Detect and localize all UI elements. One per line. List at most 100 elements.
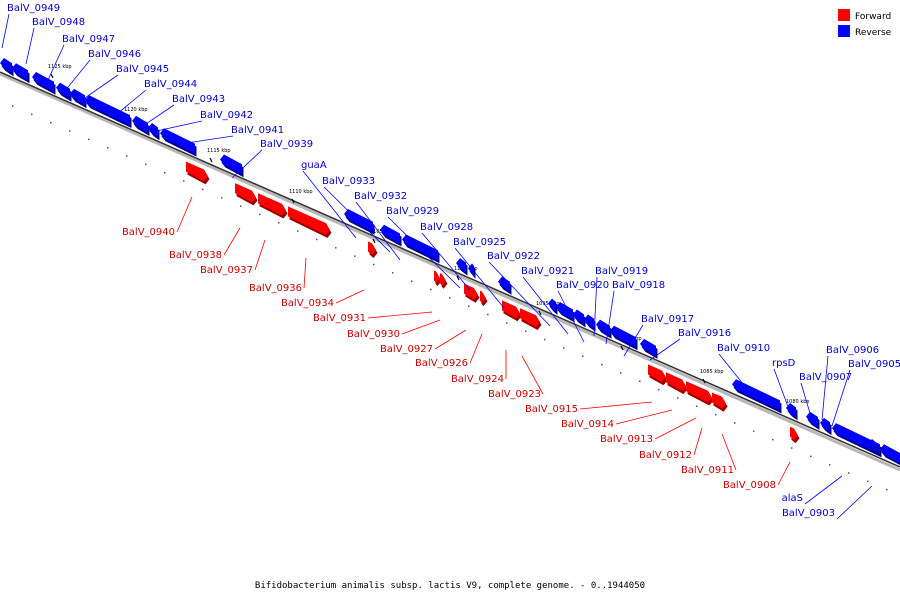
gene-balv-0949-label: BalV_0949 — [7, 3, 60, 14]
gene-balv-0907-label: BalV_0907 — [799, 372, 852, 383]
gene-balv-0921 — [556, 302, 575, 323]
gene-balv-0931-leader — [367, 311, 433, 319]
minor-tick — [487, 313, 489, 316]
minor-tick — [50, 121, 52, 124]
gene-balv-0942-body — [148, 122, 158, 138]
gene-balv-0932-body — [402, 234, 438, 261]
kbp-tick-label: 1085 kbp — [700, 369, 724, 375]
gene-balv-0928-label: BalV_0928 — [420, 222, 473, 233]
minor-tick — [867, 480, 869, 483]
gene-balv-0936-body — [288, 206, 330, 235]
gene-balv-0943-leader — [139, 104, 175, 129]
minor-tick — [677, 397, 679, 399]
gene-balv-0940 — [186, 161, 210, 185]
gene-balv-0913-body — [686, 381, 712, 403]
gene-balv-0943-body — [132, 115, 148, 133]
gene-balv-0906-label: BalV_0906 — [826, 345, 879, 356]
gene-balv-0933-body — [380, 224, 400, 244]
kbp-tick-label: 1110 kbp — [289, 189, 313, 195]
gene-balv-0946 — [56, 82, 72, 102]
gene-balv-0914-leader — [615, 409, 673, 425]
gene-balv-0921-body — [556, 302, 573, 320]
minor-tick — [221, 197, 223, 199]
minor-tick — [525, 330, 527, 332]
kbp-tick-mark — [456, 275, 460, 281]
gene-balv-0945-label: BalV_0945 — [116, 64, 169, 75]
gene-balv-0934-body — [368, 241, 376, 256]
gene-balv-0920-leader — [557, 290, 585, 343]
kbp-tick-mark — [372, 238, 376, 244]
gene-balv-0938-label: BalV_0938 — [169, 250, 222, 261]
gene-rpsd — [786, 402, 798, 421]
gene-balv-0926-label: BalV_0926 — [415, 358, 468, 369]
gene-balv-0947-body — [32, 72, 54, 92]
axis-shadow — [0, 72, 900, 472]
gene-balv-0919-body — [584, 314, 594, 329]
gene-balv-0927-leader — [434, 329, 467, 350]
gene-balv-0925-leader — [454, 247, 505, 309]
gene-balv-0925-label: BalV_0925 — [453, 237, 506, 248]
gene-balv-0947-leader — [47, 44, 65, 81]
gene-balv-0938-leader — [223, 227, 241, 256]
gene-balv-0914 — [666, 372, 688, 395]
kbp-tick-mark — [620, 345, 624, 351]
gene-balv-0945-leader — [81, 74, 119, 101]
gene-balv-0916 — [640, 338, 658, 359]
gene-balv-0928-leader — [421, 232, 471, 291]
gene-balv-0913-label: BalV_0913 — [600, 434, 653, 445]
minor-tick — [107, 146, 109, 149]
gene-balv-0921-label: BalV_0921 — [521, 266, 574, 277]
gene-balv-0930-label: BalV_0930 — [347, 329, 400, 340]
minor-tick — [164, 171, 166, 174]
gene-balv-0908-leader — [777, 461, 791, 486]
gene-balv-0918 — [596, 319, 612, 339]
gene-balv-0906-body — [820, 417, 830, 433]
minor-tick — [620, 372, 622, 374]
gene-balv-0906-leader — [821, 355, 829, 421]
gene-balv-0932-leader — [355, 201, 401, 261]
minor-tick — [12, 105, 14, 107]
gene-balv-0936-label: BalV_0936 — [249, 283, 302, 294]
gene-balv-0949 — [0, 58, 14, 77]
gene-rpsd-body — [786, 402, 796, 418]
gene-balv-0933-label: BalV_0933 — [322, 176, 375, 187]
minor-tick — [810, 455, 812, 458]
gene-balv-0917-body — [610, 325, 636, 348]
gene-balv-0948-body — [12, 63, 28, 81]
gene-alas-body — [880, 444, 900, 464]
minor-tick — [278, 222, 280, 224]
gene-balv-0932-label: BalV_0932 — [354, 191, 407, 202]
gene-balv-0938 — [235, 183, 258, 206]
gene-balv-0922-label: BalV_0922 — [487, 251, 540, 262]
gene-balv-0941 — [160, 128, 197, 157]
gene-alas-label: alaS — [782, 493, 803, 504]
gene-balv-0905-leader — [831, 369, 851, 427]
gene-labels: BalV_0949 BalV_0948 BalV_0947 BalV_0946 BalV… — [1, 3, 900, 520]
gene-balv-0911-leader — [721, 433, 737, 471]
gene-balv-0917-label: BalV_0917 — [641, 314, 694, 325]
gene-balv-0911-label: BalV_0911 — [681, 465, 734, 476]
kbp-tick-label: 1120 kbp — [124, 107, 148, 113]
gene-balv-0933 — [380, 224, 402, 247]
gene-balv-0927 — [464, 283, 480, 303]
gene-balv-0933-leader — [323, 186, 391, 253]
gene-balv-0949-body — [0, 58, 12, 74]
gene-balv-0938-body — [235, 183, 256, 203]
gene-balv-0913-leader — [654, 417, 697, 440]
gene-balv-0916-label: BalV_0916 — [678, 328, 731, 339]
gene-balv-0936 — [288, 206, 332, 238]
gene-balv-0940-leader — [176, 196, 193, 233]
gene-balv-0919-label: BalV_0919 — [595, 266, 648, 277]
kbp-tick-mark — [702, 378, 706, 384]
minor-tick — [506, 322, 508, 324]
gene-balv-0917-leader — [623, 324, 644, 357]
gene-balv-0944 — [85, 95, 132, 129]
genome-axis — [0, 71, 900, 472]
gene-balv-0930 — [440, 273, 448, 289]
minor-tick — [373, 263, 375, 266]
minor-tick — [582, 355, 584, 357]
gene-balv-0942 — [148, 122, 160, 141]
legend-forward-label: Forward — [855, 12, 891, 22]
gene-balv-0908 — [790, 426, 800, 444]
axis-line — [0, 71, 900, 468]
